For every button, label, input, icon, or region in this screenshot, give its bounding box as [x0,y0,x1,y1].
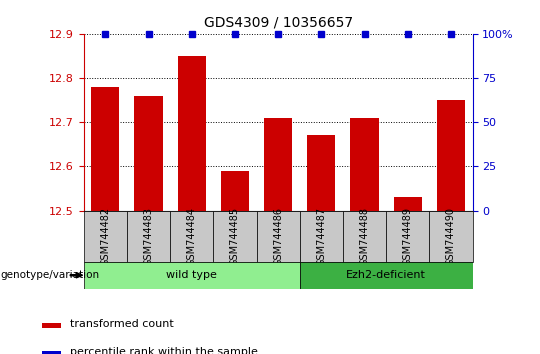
Bar [42,352,61,354]
FancyBboxPatch shape [386,211,429,262]
FancyBboxPatch shape [213,211,256,262]
Text: percentile rank within the sample: percentile rank within the sample [70,347,258,354]
Bar [134,96,163,211]
Text: GSM744488: GSM744488 [360,207,369,266]
Bar [307,135,335,211]
FancyBboxPatch shape [84,262,300,289]
Text: GSM744482: GSM744482 [100,207,110,266]
Text: GSM744484: GSM744484 [187,207,197,266]
FancyBboxPatch shape [429,211,472,262]
Bar [350,118,379,211]
Text: GSM744483: GSM744483 [144,207,153,266]
Bar [394,197,422,211]
Text: GSM744487: GSM744487 [316,207,326,266]
Text: transformed count: transformed count [70,319,174,329]
FancyBboxPatch shape [170,211,213,262]
FancyBboxPatch shape [84,211,127,262]
Bar [42,323,61,328]
Bar [437,100,465,211]
Text: GSM744486: GSM744486 [273,207,283,266]
FancyBboxPatch shape [343,211,386,262]
Text: GSM744490: GSM744490 [446,207,456,266]
FancyBboxPatch shape [256,211,300,262]
Bar [221,171,249,211]
Text: genotype/variation: genotype/variation [0,270,99,280]
Text: GSM744489: GSM744489 [403,207,413,266]
Text: GSM744485: GSM744485 [230,207,240,266]
Bar [91,87,119,211]
FancyBboxPatch shape [300,211,343,262]
Text: Ezh2-deficient: Ezh2-deficient [346,270,426,280]
Title: GDS4309 / 10356657: GDS4309 / 10356657 [204,16,353,30]
FancyBboxPatch shape [127,211,170,262]
Bar [178,56,206,211]
Text: wild type: wild type [166,270,217,280]
Bar [264,118,292,211]
FancyBboxPatch shape [300,262,472,289]
